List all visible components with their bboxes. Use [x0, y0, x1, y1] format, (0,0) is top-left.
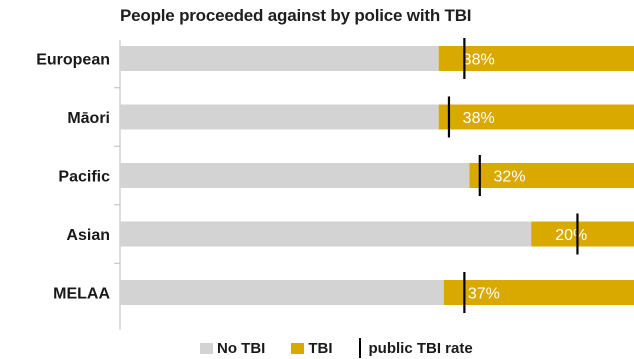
- bar-no-tbi-melaa: [120, 280, 444, 305]
- bar-no-tbi-maori: [120, 104, 439, 130]
- bar-tbi-maori: [438, 104, 634, 130]
- chart-plot: European 38% Māori 38% Pacific 32% Asian 20% MEL…: [36, 38, 634, 330]
- bar-no-tbi-asian: [120, 221, 532, 247]
- category-label-european: European: [36, 52, 110, 69]
- legend-swatch-tbi: [291, 342, 305, 354]
- bar-tbi-pacific: [469, 163, 634, 188]
- category-label-pacific: Pacific: [58, 169, 110, 186]
- data-label-maori: 38%: [463, 110, 495, 127]
- data-label-melaa: 37%: [468, 286, 500, 303]
- legend-marker-public-tbi-rate: [358, 338, 361, 358]
- legend: No TBI TBI public TBI rate: [200, 338, 499, 358]
- bar-no-tbi-pacific: [120, 163, 470, 188]
- legend-item-tbi: TBI: [291, 339, 333, 357]
- category-label-maori: Māori: [67, 110, 110, 127]
- bar-tbi-european: [438, 46, 634, 71]
- data-label-european: 38%: [463, 52, 495, 69]
- data-label-pacific: 32%: [494, 169, 526, 186]
- bar-tbi-melaa: [443, 280, 634, 305]
- category-label-melaa: MELAA: [53, 286, 110, 303]
- legend-swatch-no-tbi: [200, 342, 213, 354]
- category-label-asian: Asian: [66, 227, 110, 244]
- data-label-asian: 20%: [555, 227, 587, 244]
- chart-title: People proceeded against by police with …: [120, 6, 472, 25]
- legend-label-public-tbi-rate: public TBI rate: [368, 339, 473, 357]
- legend-item-public-tbi-rate: public TBI rate: [358, 338, 473, 358]
- legend-label-tbi: TBI: [308, 339, 333, 357]
- legend-item-no-tbi: No TBI: [200, 340, 265, 357]
- bar-no-tbi-european: [120, 46, 439, 71]
- legend-label-no-tbi: No TBI: [217, 339, 266, 357]
- bar-tbi-asian: [531, 221, 634, 247]
